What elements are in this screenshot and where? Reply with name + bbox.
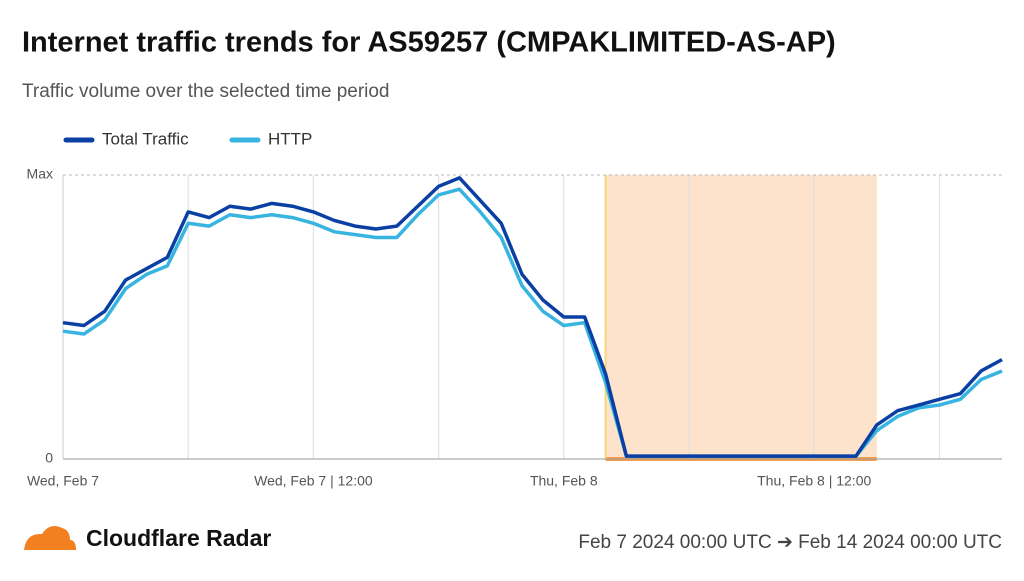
y-tick-label: 0 <box>45 450 53 466</box>
logo <box>24 526 76 550</box>
x-tick-label: Wed, Feb 7 | 12:00 <box>254 473 373 489</box>
logo-cloud <box>24 526 76 550</box>
x-tick-label: Thu, Feb 8 | 12:00 <box>757 473 871 489</box>
chart-subtitle: Traffic volume over the selected time pe… <box>22 81 390 102</box>
x-tick-label: Thu, Feb 8 <box>530 473 598 489</box>
brand: Cloudflare Radar <box>86 525 271 551</box>
shaded-region <box>605 175 877 459</box>
legend-label[interactable]: Total Traffic <box>102 129 189 148</box>
date-range: Feb 7 2024 00:00 UTC ➔ Feb 14 2024 00:00… <box>578 532 1002 553</box>
series-line <box>62 176 1003 458</box>
legend: Total Traffic HTTP <box>63 129 312 148</box>
y-tick-label: Max <box>27 166 53 182</box>
x-tick-label: Wed, Feb 7 <box>27 473 99 489</box>
legend-label[interactable]: HTTP <box>268 129 312 148</box>
chart-title: Internet traffic trends for AS59257 (CMP… <box>22 27 836 59</box>
plot-area: Wed, Feb 7 Wed, Feb 7 | 12:00 Thu, Feb 8 Th… <box>27 166 1003 489</box>
